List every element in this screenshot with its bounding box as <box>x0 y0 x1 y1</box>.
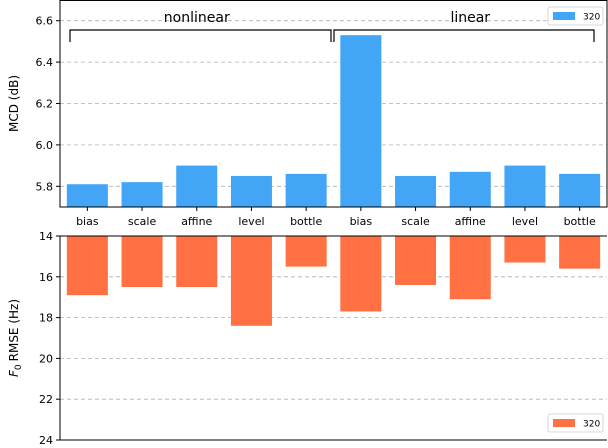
mcd-bar <box>340 35 382 207</box>
f0-y-tick-label: 18 <box>39 312 53 325</box>
f0-y-tick-label: 24 <box>39 434 53 447</box>
mcd-y-axis-label: MCD (dB) <box>7 75 21 132</box>
f0-legend-swatch <box>553 419 575 427</box>
mcd-bar <box>285 173 327 207</box>
mcd-bar <box>504 165 546 207</box>
x-tick-label: affine <box>455 215 486 228</box>
f0-y-axis-label: F0RMSE (Hz) <box>7 299 24 377</box>
mcd-bar <box>230 175 272 207</box>
mcd-axes-frame <box>59 0 608 208</box>
f0-bar <box>504 236 546 263</box>
f0-bar <box>230 236 272 326</box>
f0-bar <box>285 236 327 267</box>
f0-axes-frame <box>59 235 607 441</box>
mcd-bar <box>66 184 108 207</box>
x-tick-label: bottle <box>564 215 596 228</box>
x-tick-labels: bias scale affine level bottle bias scale affin… <box>76 215 596 228</box>
x-tick-label: scale <box>128 215 157 228</box>
x-tick-label: affine <box>181 215 212 228</box>
f0-legend-label: 320 <box>583 420 600 430</box>
mcd-y-tick-label: 6.0 <box>36 139 54 152</box>
mcd-y-tick-label: 6.2 <box>36 98 54 111</box>
mcd-panel: 5.8 6.0 6.2 6.4 6.6 nonlinear linear MCD (dB)… <box>7 0 608 211</box>
f0-panel: 14 16 18 20 22 24 F0RMSE (Hz) 320 <box>7 230 607 447</box>
mcd-legend: 320 <box>547 6 604 26</box>
mcd-bar <box>121 182 163 207</box>
group-bracket <box>333 29 595 42</box>
f0-y-tick-label: 22 <box>39 393 53 406</box>
f0-bar <box>559 236 601 269</box>
x-tick-label: level <box>512 215 538 228</box>
group-label: nonlinear <box>164 10 230 26</box>
mcd-y-tick-label: 6.4 <box>36 56 54 69</box>
f0-y-tick-label: 20 <box>39 352 53 365</box>
f0-bar <box>176 236 218 287</box>
mcd-y-tick-label: 6.6 <box>36 15 54 28</box>
group-bracket <box>69 29 332 42</box>
x-tick-label: bottle <box>290 215 322 228</box>
mcd-y-tick-label: 5.8 <box>36 180 54 193</box>
f0-bar <box>340 236 382 312</box>
f0-y-tick-label: 14 <box>39 230 53 243</box>
f0-bar <box>449 236 491 300</box>
f0-bar <box>66 236 108 296</box>
mcd-bar <box>395 175 437 207</box>
mcd-bar <box>449 171 491 207</box>
mcd-legend-label: 320 <box>583 13 600 23</box>
x-tick-label: bias <box>76 215 99 228</box>
mcd-bar <box>176 165 218 207</box>
x-tick-label: level <box>238 215 264 228</box>
f0-y-tick-label: 16 <box>39 271 53 284</box>
group-label: linear <box>450 10 490 26</box>
f0-bar <box>121 236 163 287</box>
x-tick-label: bias <box>350 215 373 228</box>
f0-legend: 320 <box>547 413 604 433</box>
mcd-legend-swatch <box>553 12 575 20</box>
mcd-bar <box>559 173 601 207</box>
x-tick-label: scale <box>401 215 430 228</box>
f0-bar <box>395 236 437 285</box>
